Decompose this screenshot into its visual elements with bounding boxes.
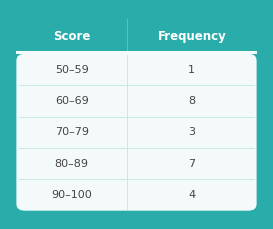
Text: 4: 4 xyxy=(188,190,195,200)
Text: 90–100: 90–100 xyxy=(51,190,92,200)
Text: 7: 7 xyxy=(188,159,195,169)
Text: 8: 8 xyxy=(188,96,195,106)
Text: Frequency: Frequency xyxy=(157,30,226,43)
Text: Score: Score xyxy=(53,30,90,43)
Text: 50–59: 50–59 xyxy=(55,65,88,74)
FancyBboxPatch shape xyxy=(16,54,257,211)
Text: 60–69: 60–69 xyxy=(55,96,88,106)
FancyBboxPatch shape xyxy=(16,18,257,211)
Bar xyxy=(16,51,257,54)
Text: 1: 1 xyxy=(188,65,195,74)
Text: 80–89: 80–89 xyxy=(55,159,89,169)
Text: 3: 3 xyxy=(188,127,195,137)
Text: 70–79: 70–79 xyxy=(55,127,89,137)
FancyBboxPatch shape xyxy=(16,18,257,54)
